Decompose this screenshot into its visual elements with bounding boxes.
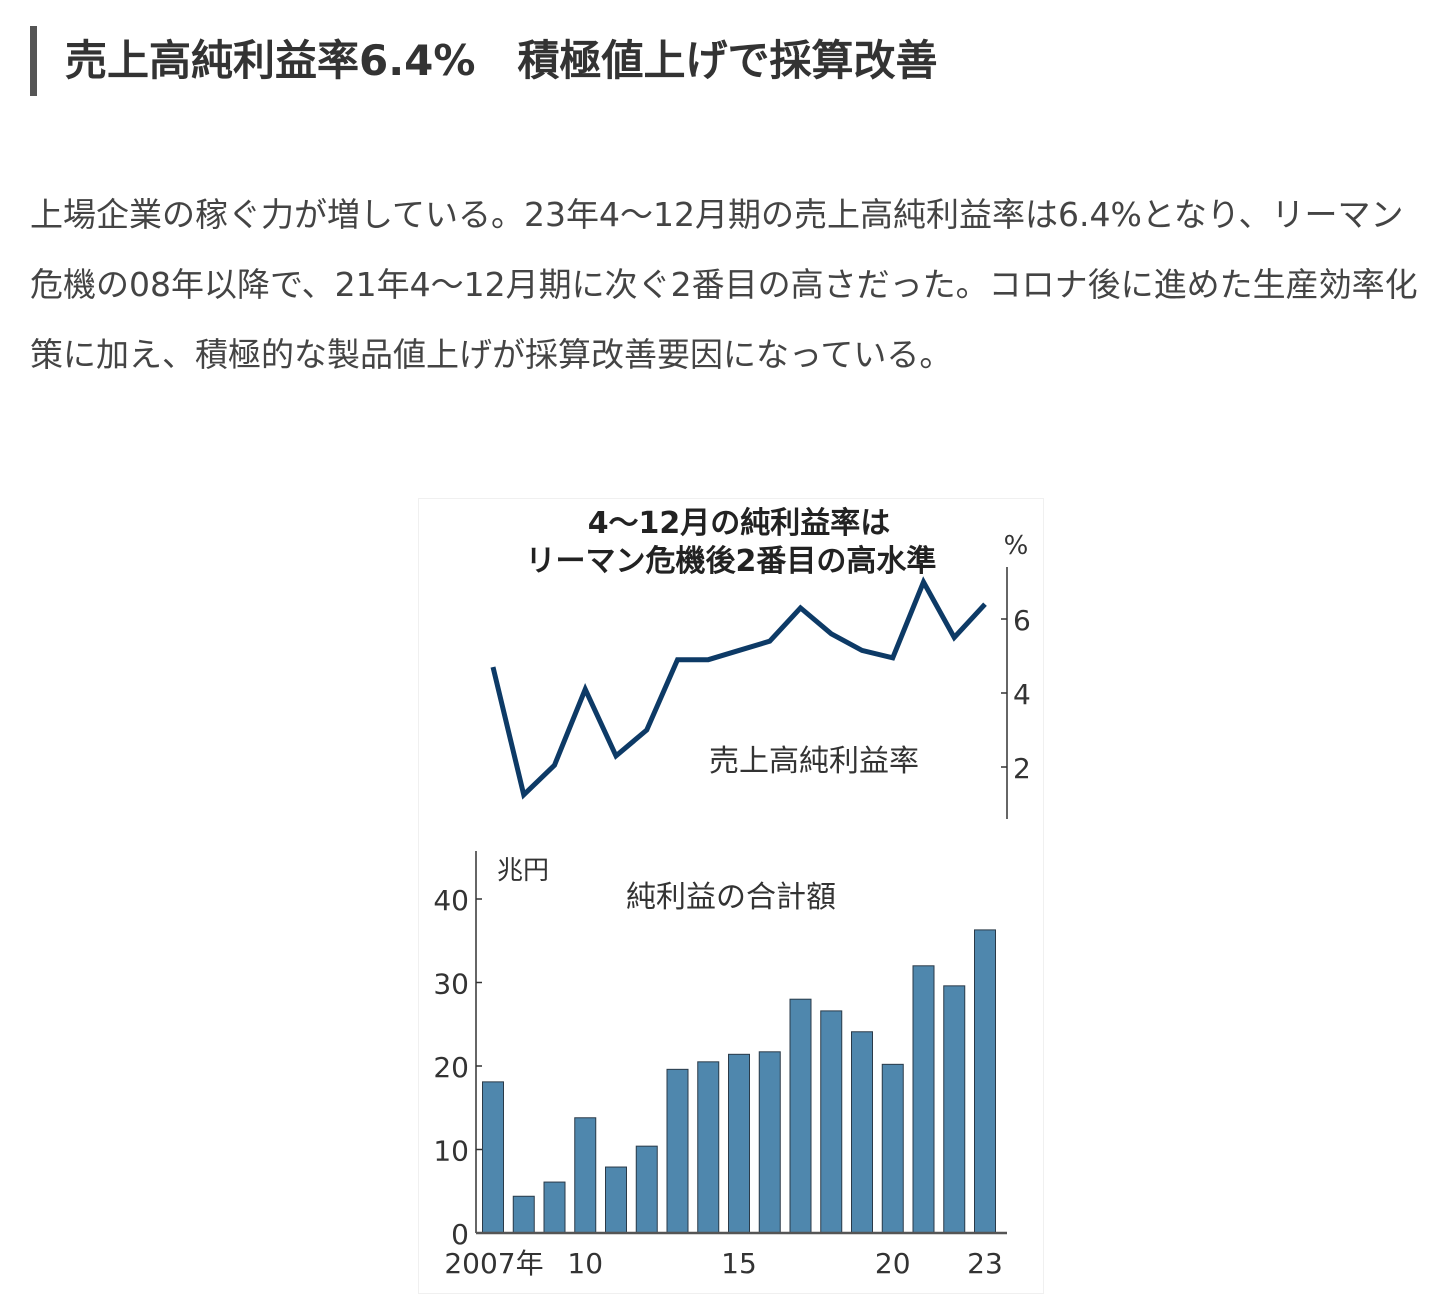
bar-2016 xyxy=(758,1051,781,1234)
bar-2014 xyxy=(697,1061,720,1234)
bar-x-tick-label-3: 20 xyxy=(875,1247,911,1280)
bar-y-tick-label-3: 30 xyxy=(433,968,469,1001)
bar-x-tick-label-2: 15 xyxy=(721,1247,757,1280)
bar-y-tick-label-1: 10 xyxy=(433,1135,469,1168)
bar-2009 xyxy=(543,1181,566,1234)
bar-x-tick-label-0: 2007年 xyxy=(444,1247,543,1280)
bar-2008 xyxy=(512,1195,535,1234)
bar-2022 xyxy=(943,985,966,1234)
bar-2010 xyxy=(574,1117,597,1234)
chart-svg: 4～12月の純利益率は リーマン危機後2番目の高水準 % 売上高純利益率 兆円 … xyxy=(433,506,1031,1280)
bar-y-tick-label-0: 0 xyxy=(451,1218,469,1251)
line-chart-title-1: 4～12月の純利益率は xyxy=(588,506,891,541)
bar-2015 xyxy=(728,1053,750,1234)
bar-2021 xyxy=(912,965,935,1234)
bar-2018 xyxy=(820,1010,843,1234)
bar-2017 xyxy=(789,998,812,1234)
bar-2012 xyxy=(635,1145,658,1234)
bar-2011 xyxy=(605,1166,627,1234)
chart-figure: 4～12月の純利益率は リーマン危機後2番目の高水準 % 売上高純利益率 兆円 … xyxy=(418,498,1044,1294)
line-chart-title-2: リーマン危機後2番目の高水準 xyxy=(526,544,937,579)
line-y-unit: % xyxy=(1004,531,1029,561)
bar-2019 xyxy=(851,1031,873,1234)
line-y-tick-label-2: 6 xyxy=(1013,604,1031,637)
line-series-label: 売上高純利益率 xyxy=(709,744,919,779)
bar-x-tick-label-1: 10 xyxy=(567,1247,603,1280)
article-heading: 売上高純利益率6.4% 積極値上げで採算改善 xyxy=(30,26,938,96)
bar-2023 xyxy=(974,929,996,1234)
bar-x-tick-label-4: 23 xyxy=(967,1247,1003,1280)
bar-2013 xyxy=(666,1068,689,1234)
bar-y-unit: 兆円 xyxy=(497,856,549,886)
line-y-tick-label-0: 2 xyxy=(1013,752,1031,785)
bar-y-tick-label-2: 20 xyxy=(433,1051,469,1084)
article-body: 上場企業の稼ぐ力が増している。23年4～12月期の売上高純利益率は6.4%となり… xyxy=(30,195,1418,374)
line-y-tick-label-1: 4 xyxy=(1013,678,1031,711)
bar-2020 xyxy=(881,1063,904,1234)
bar-2007 xyxy=(482,1081,504,1234)
bar-chart-title: 純利益の合計額 xyxy=(626,880,836,915)
bar-y-tick-label-4: 40 xyxy=(433,884,469,917)
